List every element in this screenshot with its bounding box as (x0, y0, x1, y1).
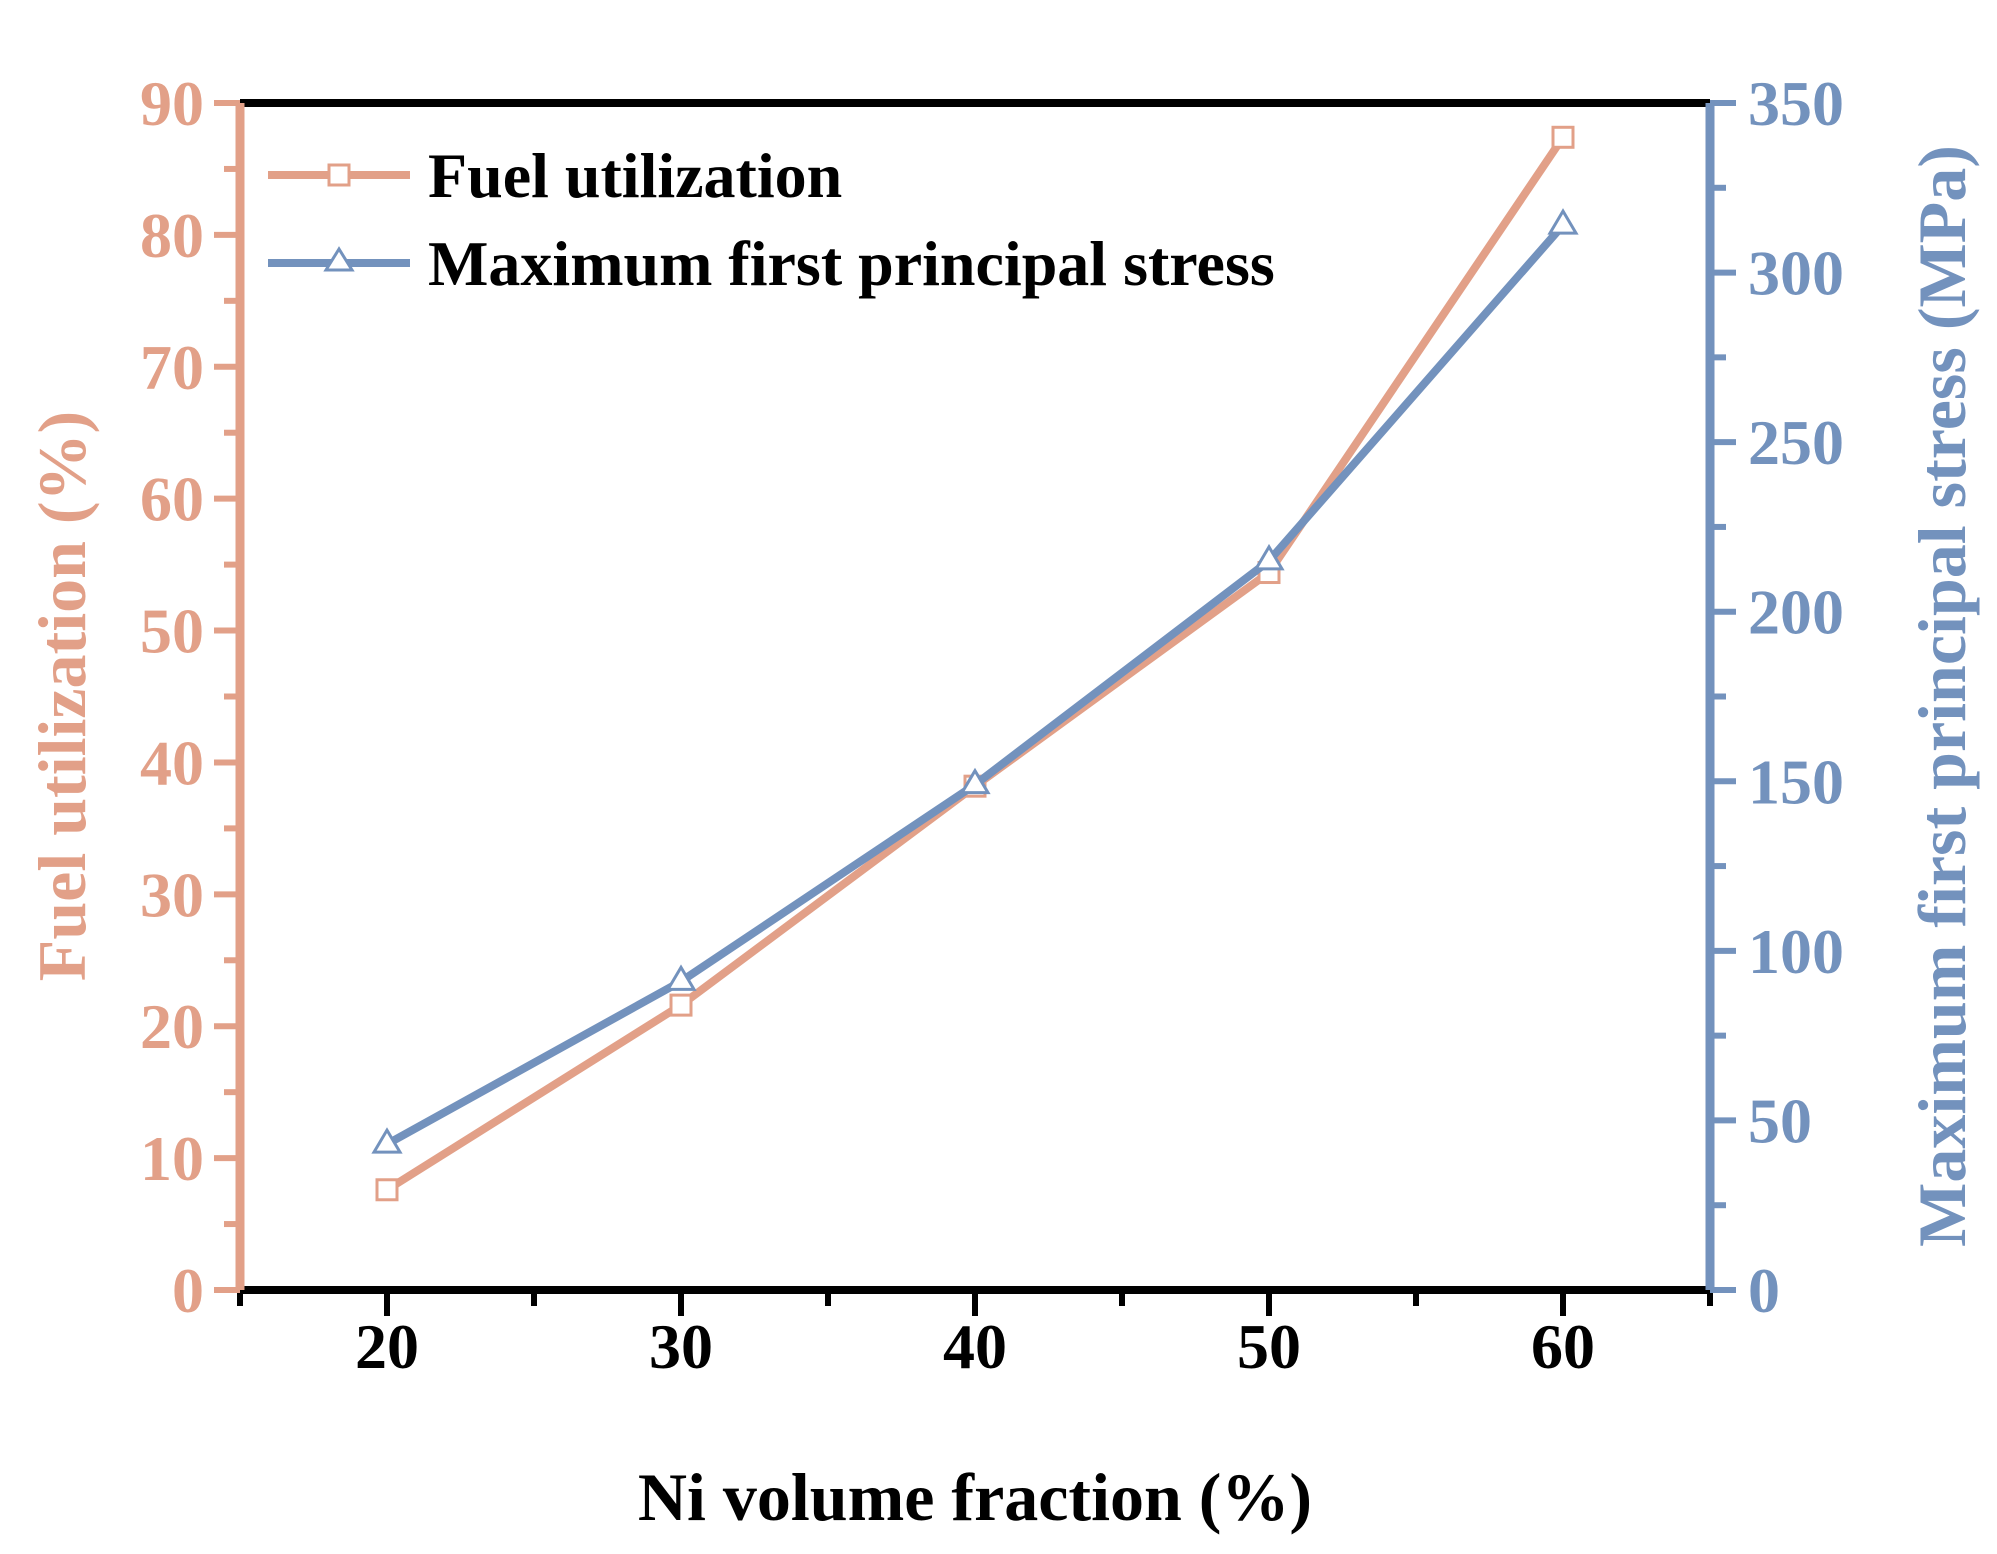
right-tick-label: 350 (1748, 68, 1844, 139)
left-tick-label: 30 (140, 859, 204, 930)
data-point-stress (371, 1127, 403, 1154)
data-point-fuel (1551, 125, 1575, 149)
left-tick-label: 80 (140, 200, 204, 271)
left-axis-title: Fuel utilization (%) (24, 411, 100, 981)
x-tick-label: 40 (943, 1311, 1007, 1382)
left-tick-label: 70 (140, 332, 204, 403)
left-axis-tick-labels: 0 10 20 30 40 50 60 70 80 90 (140, 68, 204, 1326)
right-axis-title: Maximum first principal stress (MPa) (1904, 145, 1980, 1247)
data-point-stress (959, 767, 991, 795)
x-tick-label: 30 (649, 1311, 713, 1382)
right-axis-ticks (1710, 100, 1736, 1293)
right-tick-label: 250 (1748, 407, 1844, 478)
x-axis-title: Ni volume fraction (%) (638, 1459, 1312, 1535)
right-tick-label: 200 (1748, 577, 1844, 648)
right-axis-tick-labels: 0 50 100 150 200 250 300 350 (1748, 68, 1844, 1326)
data-point-stress (665, 964, 697, 991)
left-tick-label: 20 (140, 991, 204, 1062)
right-tick-label: 0 (1748, 1255, 1780, 1326)
left-tick-label: 50 (140, 596, 204, 667)
right-tick-label: 300 (1748, 238, 1844, 309)
data-point-fuel (669, 993, 693, 1017)
series-layer (371, 125, 1579, 1202)
left-tick-label: 0 (172, 1255, 204, 1326)
x-tick-label: 50 (1237, 1311, 1301, 1382)
left-tick-label: 40 (140, 727, 204, 798)
left-axis-ticks (214, 100, 240, 1293)
left-tick-label: 10 (140, 1123, 204, 1194)
right-tick-label: 100 (1748, 916, 1844, 987)
x-tick-label: 20 (355, 1311, 419, 1382)
left-tick-label: 90 (140, 68, 204, 139)
x-tick-label: 60 (1531, 1311, 1595, 1382)
right-tick-label: 150 (1748, 746, 1844, 817)
data-point-fuel (375, 1178, 399, 1202)
legend-stress-marker (323, 246, 355, 272)
legend-fuel-marker (327, 163, 351, 187)
legend-stress-label: Maximum first principal stress (428, 228, 1275, 299)
data-point-stress (1547, 208, 1579, 235)
x-axis-ticks (237, 1290, 1713, 1316)
x-axis-tick-labels: 20 30 40 50 60 (355, 1311, 1595, 1382)
series-line-stress (385, 222, 1567, 1148)
legend-fuel-label: Fuel utilization (428, 140, 842, 211)
right-tick-label: 50 (1748, 1085, 1812, 1156)
left-tick-label: 60 (140, 464, 204, 535)
legend: Fuel utilization Maximum first principal… (268, 140, 1275, 299)
data-point-stress (1253, 543, 1285, 571)
